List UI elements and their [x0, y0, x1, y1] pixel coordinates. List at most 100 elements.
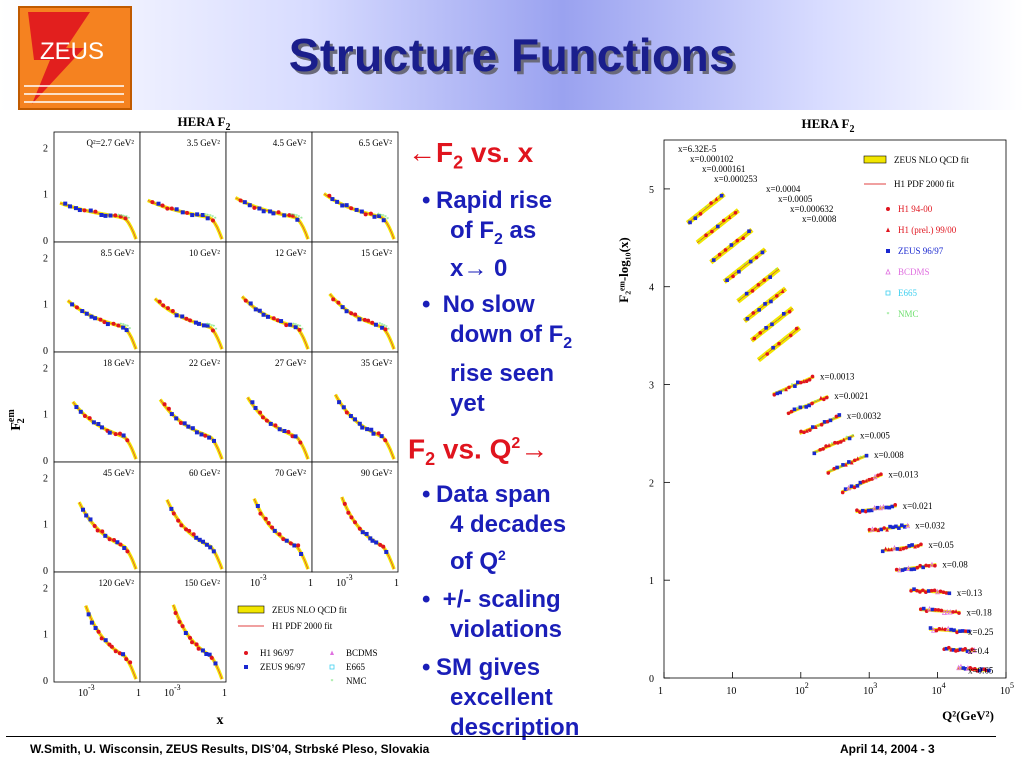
- open-triangle-point: [927, 605, 933, 612]
- zeus-point: [99, 212, 104, 217]
- x-tick-label: 1: [658, 686, 663, 697]
- h1-fit-line: [59, 202, 137, 240]
- x-bin-series: x=0.021: [855, 501, 932, 514]
- square-point: [980, 667, 984, 671]
- circle-point: [918, 607, 923, 611]
- circle-point: [765, 352, 770, 356]
- h1-point: [116, 323, 121, 328]
- square-point: [930, 607, 935, 612]
- zeus-point: [89, 620, 94, 625]
- square-point: [921, 606, 926, 611]
- square-point: [771, 345, 775, 350]
- open-triangle-point: [872, 504, 878, 511]
- panel-frame: [311, 131, 399, 243]
- open-triangle-point: [878, 504, 883, 511]
- circle-point: [867, 477, 871, 482]
- h1-point: [368, 211, 373, 216]
- y-tick-label: 3: [649, 381, 654, 392]
- nmc-point: *: [385, 325, 388, 331]
- y-tick-label: 0: [43, 236, 48, 247]
- h1-point: [273, 423, 278, 428]
- zeus-point: [201, 323, 206, 328]
- panel-frame: [53, 461, 141, 573]
- square-point: [763, 302, 767, 306]
- y-tick-label: 1: [649, 576, 654, 587]
- star-point: *: [784, 337, 787, 343]
- circle-point: [826, 471, 831, 475]
- zeus-point: [360, 425, 365, 430]
- zeus-point: [211, 549, 216, 554]
- h1-fit-line: [72, 401, 137, 460]
- square-point: [716, 224, 720, 229]
- chart-title: HERA F2: [801, 116, 854, 135]
- square-point: [961, 629, 965, 633]
- circle-point: [804, 379, 809, 384]
- square-point: [902, 525, 907, 529]
- legend-marker: [885, 268, 891, 275]
- x-bin-series: * x=0.000632: [749, 204, 833, 343]
- zeus-point: [207, 652, 212, 657]
- triangle-point: [841, 437, 846, 442]
- h1-point: [169, 206, 174, 211]
- triangle-point: [801, 379, 806, 384]
- h1-point: [336, 300, 341, 305]
- h1-fit-line: [724, 249, 766, 283]
- star-point: *: [817, 399, 820, 405]
- circle-point: [775, 294, 779, 298]
- square-point: [987, 668, 991, 673]
- circle-point: [794, 326, 799, 331]
- y-tick-label: 1: [43, 190, 48, 201]
- h1-point: [93, 209, 98, 214]
- zeus-point: [213, 661, 218, 666]
- h1-point: [191, 532, 196, 537]
- zeus-point: [169, 506, 174, 511]
- panel-frame: [53, 241, 141, 353]
- panel-frame: [139, 241, 227, 353]
- x-bin-label: x=0.25: [968, 627, 994, 637]
- zeus-point: [295, 217, 300, 222]
- x-bin-label: x=0.021: [903, 501, 933, 511]
- square-point: [792, 407, 797, 412]
- zeus-point: [205, 216, 210, 221]
- h1-point: [383, 438, 388, 443]
- star-point: *: [839, 465, 842, 471]
- circle-point: [876, 473, 880, 478]
- x-bin-series: * * x=0.0032: [798, 411, 881, 435]
- zeus-point: [373, 322, 378, 327]
- zeus-point: [201, 539, 206, 544]
- square-point: [963, 667, 968, 671]
- h1-point: [263, 516, 268, 521]
- circle-point: [786, 411, 791, 416]
- h1-point: [357, 526, 362, 531]
- zeus-point: [364, 531, 369, 536]
- h1-point: [82, 414, 87, 419]
- square-point: [912, 567, 917, 571]
- zeus-point: [372, 214, 377, 219]
- panel-label: 8.5 GeV²: [101, 248, 134, 258]
- panel-label: 4.5 GeV²: [273, 138, 306, 148]
- x-axis-label: Q²(GeV²): [942, 708, 994, 723]
- zeus-point: [122, 546, 127, 551]
- star-point: *: [817, 424, 820, 430]
- square-point: [828, 418, 833, 423]
- panel-label: 12 GeV²: [275, 248, 306, 258]
- h1-point: [173, 610, 178, 615]
- zeus-point: [253, 405, 258, 410]
- zeus-point: [73, 206, 78, 211]
- nmc-point: *: [210, 324, 213, 330]
- square-point: [887, 505, 892, 510]
- legend-marker: [886, 227, 890, 232]
- circle-point: [924, 563, 928, 568]
- zeus-point: [352, 417, 357, 422]
- nmc-point: *: [204, 213, 207, 219]
- panel-q2-27: 27 GeV²: [225, 351, 313, 463]
- nmc-point: *: [377, 213, 380, 219]
- x-bin-label: x=0.4: [968, 646, 989, 656]
- y-tick-label: 1: [43, 520, 48, 531]
- triangle-point: [883, 546, 888, 551]
- circle-point: [772, 392, 777, 397]
- y-tick-label: 0: [43, 346, 48, 357]
- y-tick-label: 0: [43, 676, 48, 687]
- panel-q2-12: 12 GeV²* * * * *: [225, 241, 313, 353]
- square-point: [888, 524, 892, 529]
